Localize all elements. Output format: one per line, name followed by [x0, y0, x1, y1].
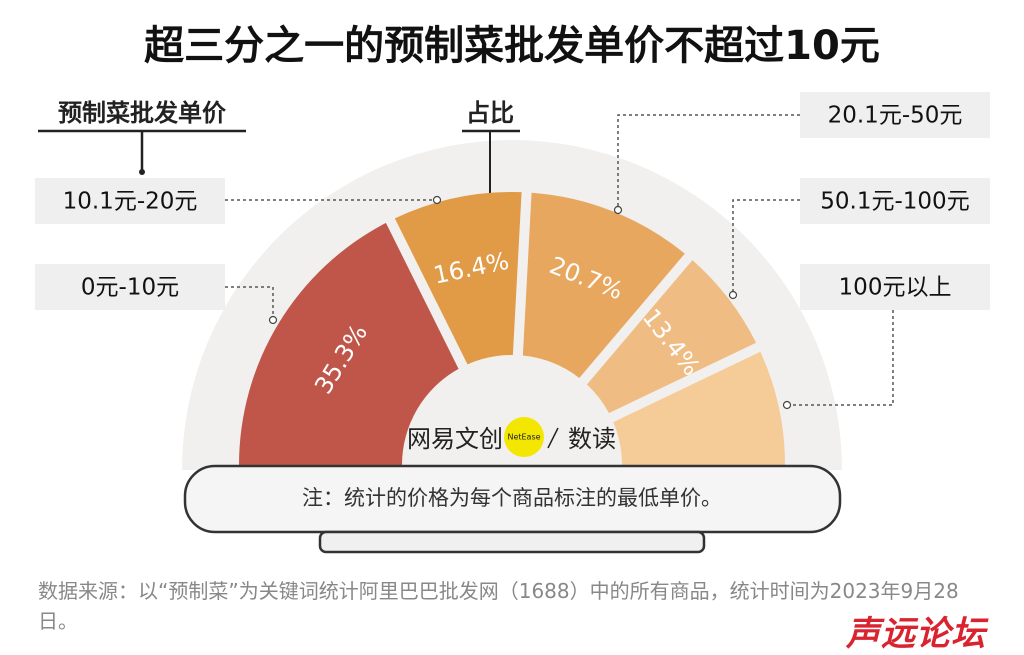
logo-slash: [547, 427, 559, 449]
segment: [613, 351, 785, 465]
connector: [787, 310, 894, 406]
connector-dot: [728, 290, 738, 300]
watermark: 声远论坛: [846, 614, 986, 654]
connector-dot: [432, 195, 442, 205]
logo-badge: NetEase: [507, 433, 540, 442]
category-box: [800, 92, 990, 138]
bowl-base: [318, 530, 706, 554]
logo-sub: 数读: [568, 425, 616, 453]
connector-dot: [613, 205, 623, 215]
note: 注：统计的价格为每个商品标注的最低单价。: [302, 486, 722, 510]
category-label: 50.1元-100元: [820, 189, 969, 215]
segment: [586, 260, 757, 414]
chart-title: 超三分之一的预制菜批发单价不超过10元: [144, 23, 880, 69]
connector-dot: [268, 315, 278, 325]
connector-dot: [782, 400, 792, 410]
category-label: 10.1元-20元: [63, 189, 198, 215]
connector-dot: [139, 169, 145, 175]
value-title: 占比: [466, 99, 514, 127]
category-box: [800, 264, 990, 310]
logo: 网易文创: [407, 425, 503, 453]
category-box: [35, 178, 225, 224]
category-label: 0元-10元: [81, 275, 179, 301]
segment: [394, 192, 522, 365]
category-label: 100元以上: [839, 275, 952, 301]
connector: [617, 114, 800, 210]
category-box: [35, 264, 225, 310]
segment: [522, 192, 685, 378]
category-box: [800, 178, 990, 224]
connector: [225, 286, 274, 320]
source: 数据来源：以“预制菜”为关键词统计阿里巴巴批发网（1688）中的所有商品，统计时…: [38, 579, 959, 633]
connector: [732, 199, 800, 295]
legend-title: 预制菜批发单价: [58, 99, 227, 127]
logo-badge-circle: [504, 417, 544, 457]
segment: [239, 222, 459, 465]
category-label: 20.1元-50元: [828, 103, 963, 129]
